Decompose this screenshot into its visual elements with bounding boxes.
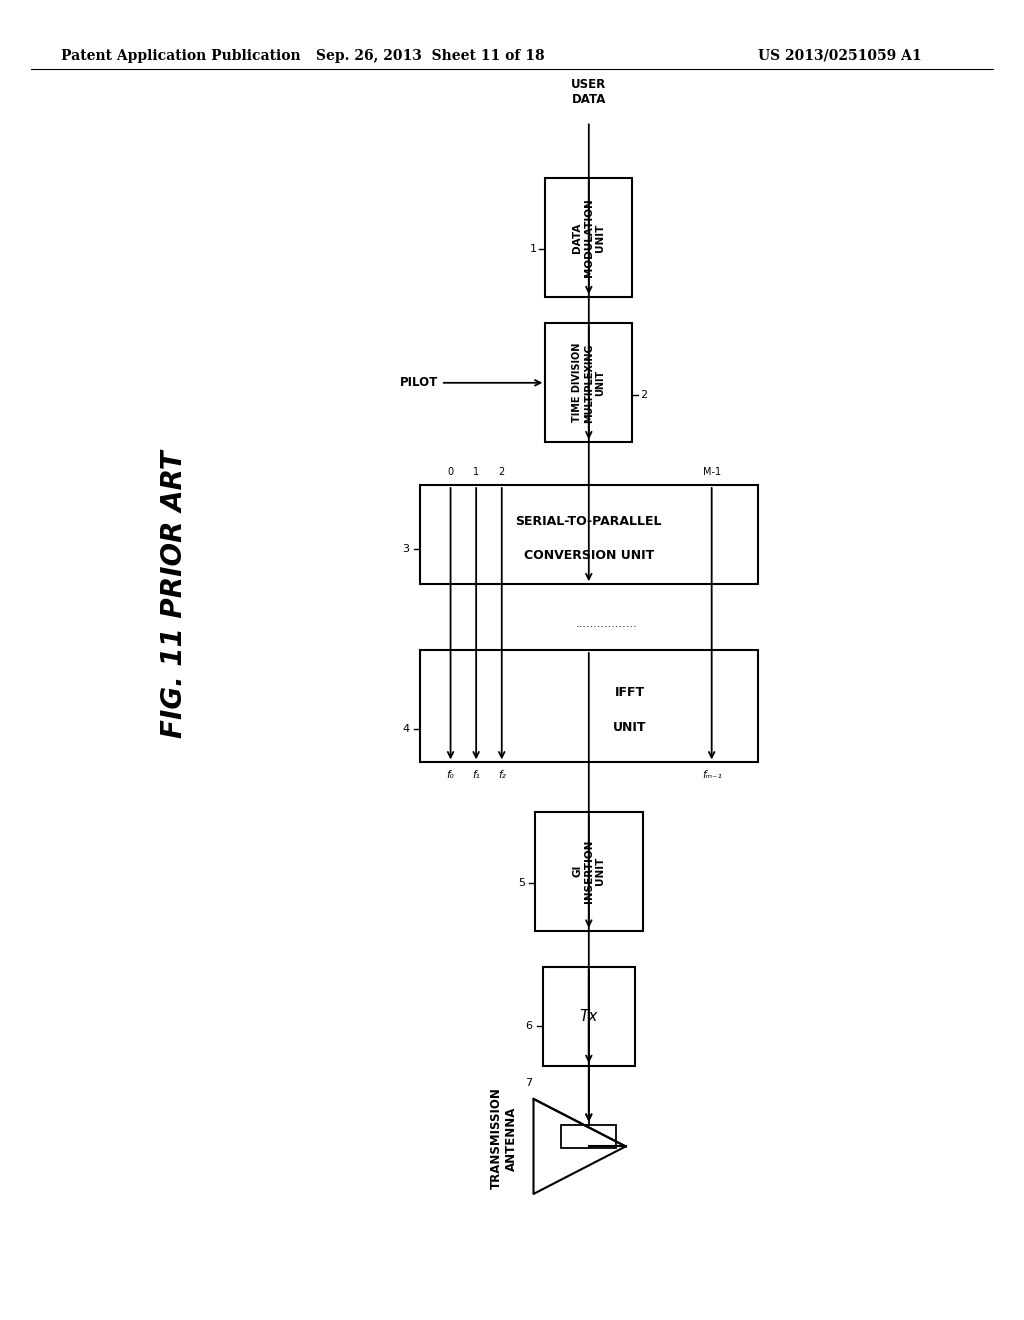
Bar [545,323,632,442]
Text: f₀: f₀ [446,770,455,780]
Text: 1: 1 [530,244,537,255]
Text: M-1: M-1 [702,467,721,478]
Text: Tx: Tx [580,1008,598,1024]
Text: CONVERSION UNIT: CONVERSION UNIT [523,549,654,562]
Text: f₁: f₁ [472,770,480,780]
Text: Sep. 26, 2013  Sheet 11 of 18: Sep. 26, 2013 Sheet 11 of 18 [315,49,545,63]
Text: fₘ₋₁: fₘ₋₁ [701,770,722,780]
Text: 5: 5 [518,878,524,888]
Bar [561,1125,616,1148]
Text: 2: 2 [499,467,505,478]
Text: FIG. 11 PRIOR ART: FIG. 11 PRIOR ART [160,450,188,738]
Text: USER
DATA: USER DATA [571,78,606,106]
Bar [420,649,758,762]
Text: 7: 7 [525,1078,532,1088]
Text: 6: 6 [525,1022,532,1031]
Text: 0: 0 [447,467,454,478]
Text: .................: ................. [575,619,638,628]
Text: GI
INSERTION
UNIT: GI INSERTION UNIT [572,840,605,903]
Text: 2: 2 [641,389,647,400]
Text: 3: 3 [402,544,410,554]
Text: f₂: f₂ [498,770,506,780]
Text: Patent Application Publication: Patent Application Publication [61,49,301,63]
Text: SERIAL-TO-PARALLEL: SERIAL-TO-PARALLEL [515,515,663,528]
Bar [543,966,635,1067]
Text: 1: 1 [473,467,479,478]
Text: TRANSMISSION
ANTENNA: TRANSMISSION ANTENNA [490,1088,518,1189]
Text: 4: 4 [402,723,410,734]
Bar [545,178,632,297]
Text: IFFT: IFFT [614,686,645,700]
Text: TIME DIVISION
MULTIPLEXING
UNIT: TIME DIVISION MULTIPLEXING UNIT [572,343,605,422]
Text: PILOT: PILOT [399,376,438,389]
Bar [535,812,643,931]
Text: US 2013/0251059 A1: US 2013/0251059 A1 [758,49,922,63]
Text: UNIT: UNIT [613,721,646,734]
Bar [420,486,758,583]
Text: DATA
MODULATION
UNIT: DATA MODULATION UNIT [572,198,605,277]
